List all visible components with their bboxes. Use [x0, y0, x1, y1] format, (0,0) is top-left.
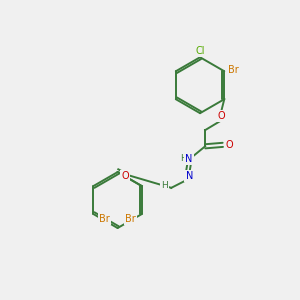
Text: H: H	[180, 154, 187, 163]
Text: H: H	[161, 181, 168, 190]
Text: Cl: Cl	[195, 46, 205, 56]
Text: Br: Br	[125, 214, 136, 224]
Text: N: N	[185, 154, 193, 164]
Text: O: O	[226, 140, 233, 150]
Text: Br: Br	[99, 214, 110, 224]
Text: O: O	[122, 171, 129, 181]
Text: O: O	[218, 111, 225, 121]
Text: N: N	[186, 171, 193, 181]
Text: Br: Br	[228, 65, 239, 75]
